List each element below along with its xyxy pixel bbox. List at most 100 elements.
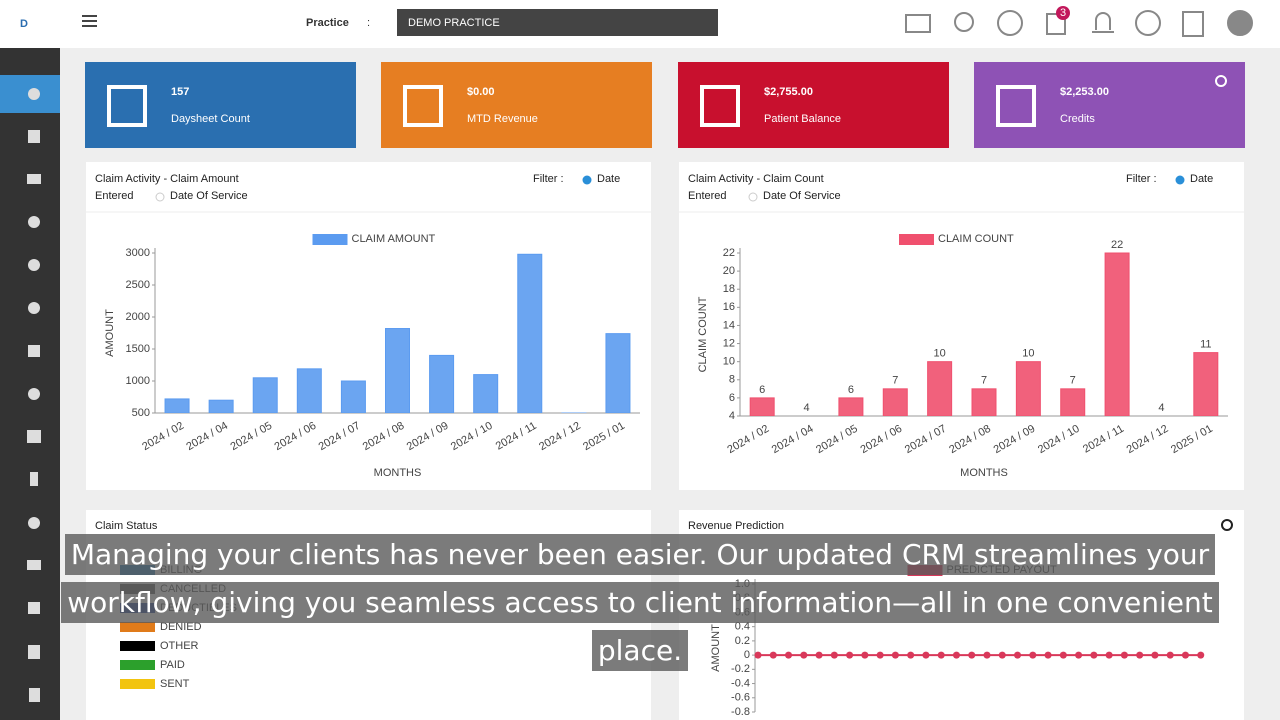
- bar: [473, 374, 499, 413]
- bar: [208, 399, 234, 413]
- point: [846, 651, 854, 659]
- point: [968, 651, 976, 659]
- card-label: Credits: [1060, 113, 1095, 125]
- panel-title: Revenue Prediction: [688, 520, 784, 532]
- bar: [164, 398, 190, 413]
- legend-swatch: [120, 660, 155, 670]
- y-tick-label: 20: [723, 265, 735, 277]
- panel-title: Entered: [688, 190, 727, 202]
- bar: [252, 377, 278, 413]
- legend-label: DENIED: [160, 621, 202, 633]
- y-tick-label: -0.6: [731, 692, 750, 704]
- card-label: Patient Balance: [764, 113, 841, 125]
- stat-card: [85, 62, 356, 148]
- point: [891, 651, 899, 659]
- sidebar: [0, 48, 60, 720]
- practice-separator: :: [367, 17, 370, 29]
- caption-text: workflow, giving you seamless access to …: [61, 582, 1219, 623]
- point: [861, 651, 869, 659]
- bar: [1193, 352, 1219, 416]
- menu-toggle[interactable]: [82, 15, 97, 27]
- legend-swatch: [312, 234, 348, 245]
- point: [1105, 651, 1113, 659]
- y-tick-label: 1500: [126, 343, 150, 355]
- badge-count: 3: [1060, 7, 1066, 19]
- y-axis-label: AMOUNT: [710, 624, 722, 672]
- bar: [385, 328, 410, 413]
- caption-line: Managing your clients has never been eas…: [0, 534, 1280, 575]
- card-icon: [996, 85, 1036, 127]
- filter-option: Date Of Service: [763, 190, 841, 202]
- y-axis-label: CLAIM COUNT: [697, 296, 709, 372]
- bar: [517, 253, 543, 413]
- legend-swatch: [120, 679, 155, 689]
- data-label: 22: [1111, 239, 1123, 251]
- logo[interactable]: D: [20, 18, 28, 30]
- header-icons[interactable]: [905, 10, 1253, 37]
- bar: [1060, 388, 1086, 416]
- radio[interactable]: [155, 192, 165, 202]
- radio[interactable]: [748, 192, 758, 202]
- y-tick-label: 8: [729, 374, 735, 386]
- sidebar-icons[interactable]: [27, 88, 41, 702]
- point: [1120, 651, 1128, 659]
- caption-text: place.: [591, 630, 689, 671]
- data-label: 6: [848, 384, 854, 396]
- card-value: $2,755.00: [764, 86, 813, 98]
- y-tick-label: 0.2: [735, 635, 750, 647]
- bar: [971, 388, 997, 416]
- data-label: 11: [1200, 339, 1211, 351]
- data-label: 6: [759, 384, 765, 396]
- y-tick-label: 500: [132, 407, 150, 419]
- y-tick-label: 14: [723, 319, 735, 331]
- point: [1181, 651, 1189, 659]
- y-tick-label: 6: [729, 392, 735, 404]
- zoom-icon[interactable]: [1215, 75, 1227, 87]
- y-tick-label: 2500: [126, 279, 150, 291]
- bar: [927, 361, 953, 416]
- legend-swatch: [899, 234, 934, 245]
- point: [1075, 651, 1083, 659]
- point: [937, 651, 945, 659]
- point: [983, 651, 991, 659]
- y-tick-label: 0.4: [735, 621, 750, 633]
- card-icon: [403, 85, 443, 127]
- y-tick-label: 10: [723, 356, 735, 368]
- radio[interactable]: [1175, 175, 1185, 185]
- practice-label: Practice: [306, 17, 349, 29]
- card-value: 157: [171, 86, 189, 98]
- filter-option: Date: [597, 173, 620, 185]
- bar: [429, 354, 455, 413]
- point: [876, 651, 884, 659]
- bar: [296, 368, 322, 413]
- stat-card: [974, 62, 1245, 148]
- y-tick-label: 18: [723, 283, 735, 295]
- bar: [749, 397, 775, 416]
- bar: [1104, 252, 1130, 416]
- y-tick-label: 2000: [126, 311, 150, 323]
- legend-label: CLAIM AMOUNT: [352, 233, 436, 245]
- caption-text: Managing your clients has never been eas…: [64, 534, 1216, 575]
- card-icon: [107, 85, 147, 127]
- data-label: 7: [1070, 375, 1076, 387]
- card-icon: [700, 85, 740, 127]
- y-tick-label: 22: [723, 247, 735, 259]
- y-tick-label: 0: [744, 649, 750, 661]
- filter-option: Date: [1190, 173, 1213, 185]
- panel-title: Claim Activity - Claim Amount: [95, 173, 239, 185]
- panel-title: Claim Activity - Claim Count: [688, 173, 824, 185]
- filter-option: Date Of Service: [170, 190, 248, 202]
- badge: [1056, 6, 1070, 20]
- x-axis-label: MONTHS: [960, 467, 1008, 479]
- bar: [1015, 361, 1041, 416]
- radio[interactable]: [582, 175, 592, 185]
- point: [1151, 651, 1159, 659]
- bar: [882, 388, 908, 416]
- point: [815, 651, 823, 659]
- zoom-icon[interactable]: [1221, 519, 1233, 531]
- practice-select[interactable]: [397, 9, 718, 36]
- point: [785, 651, 793, 659]
- legend-label: CLAIM COUNT: [938, 233, 1014, 245]
- point: [800, 651, 808, 659]
